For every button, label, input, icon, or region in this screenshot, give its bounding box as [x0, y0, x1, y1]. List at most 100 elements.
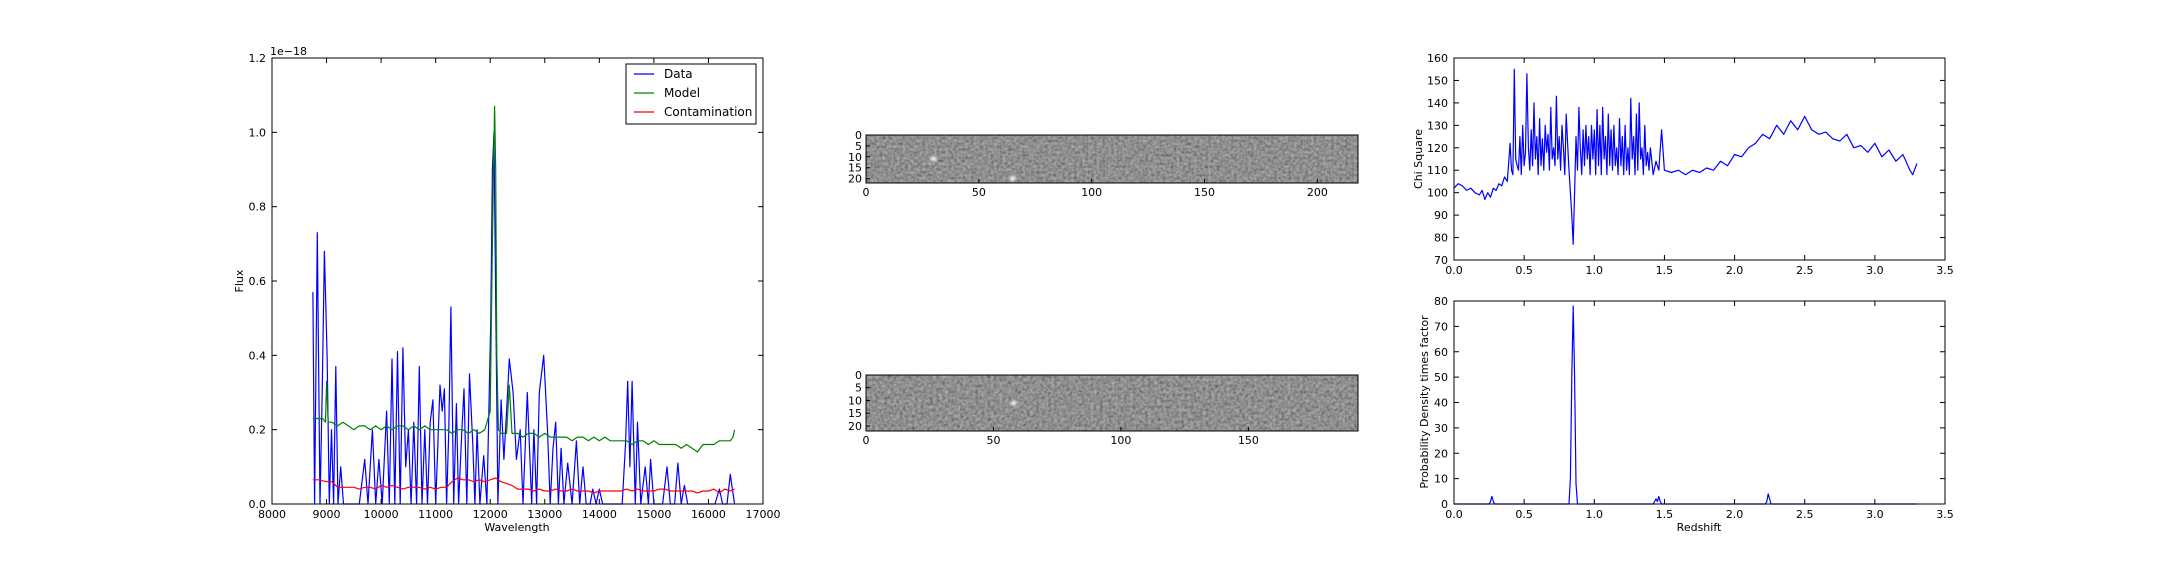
stamp-top-xtick-label: 150 — [1194, 186, 1215, 199]
spectrum-ytick-label: 0.2 — [249, 424, 267, 437]
chisq-ytick-label: 70 — [1434, 254, 1448, 267]
spectrum-xtick-label: 9000 — [313, 508, 341, 521]
pdf-xtick-label: 1.5 — [1656, 508, 1674, 521]
stamp-top-bright-spot — [1007, 174, 1018, 183]
chisq-ylabel: Chi Square — [1412, 129, 1425, 189]
stamp-bottom-xtick-label: 0 — [863, 434, 870, 447]
pdf-xtick-label: 0.0 — [1445, 508, 1463, 521]
stamp-bottom-xtick-label: 100 — [1110, 434, 1131, 447]
spectrum-xtick-label: 16000 — [691, 508, 726, 521]
stamp-top-ytick-label: 20 — [848, 173, 862, 186]
stamp-top-spots — [928, 155, 1018, 183]
stamp-top-ytick-label: 15 — [848, 162, 862, 175]
chisq-xtick-label: 1.0 — [1586, 264, 1604, 277]
pdf-ytick-label: 30 — [1434, 422, 1448, 435]
chisq-ytick-label: 100 — [1427, 187, 1448, 200]
pdf-xtick-label: 3.0 — [1866, 508, 1884, 521]
spectrum-frame — [271, 57, 764, 505]
stamp-bottom-ytick-label: 10 — [848, 394, 862, 407]
stamp-top-xtick-label: 100 — [1081, 186, 1102, 199]
stamp-bottom-image — [866, 375, 1358, 431]
spectrum-data-line — [312, 131, 736, 505]
chisq-ytick-label: 80 — [1434, 232, 1448, 245]
spectrum-ytick-label: 1.2 — [249, 52, 267, 65]
stamp-bottom-frame — [865, 374, 1359, 432]
chisq-axes: 0.0 0.5 1.0 1.5 2.0 2.5 3.0 3.5 70 80 90 100 110 120 1… — [1427, 52, 1954, 277]
stamp-bottom-xtick-label: 150 — [1238, 434, 1259, 447]
stamp-bottom-bright-spot — [1008, 399, 1019, 407]
spectrum-offset-text: 1e−18 — [270, 45, 307, 58]
stamp-top-ytick-label: 5 — [855, 140, 862, 153]
stamp-bottom-ytick-label: 0 — [855, 369, 862, 382]
pdf-series-0-line — [1454, 305, 1917, 505]
spectrum-xtick-label: 8000 — [258, 508, 286, 521]
pdf-ytick-label: 0 — [1441, 498, 1448, 511]
spectrum-xtick-label: 10000 — [364, 508, 399, 521]
chisq-ytick-label: 160 — [1427, 52, 1448, 65]
pdf-panel: 0.0 0.5 1.0 1.5 2.0 2.5 3.0 3.5 0 10 20 30 40 50 60 70 8… — [1418, 295, 1954, 534]
chisq-ytick-label: 90 — [1434, 209, 1448, 222]
chisq-ytick-label: 120 — [1427, 142, 1448, 155]
spectrum-model-line — [312, 105, 736, 453]
spectrum-xlabel: Wavelength — [484, 521, 549, 534]
pdf-xtick-label: 2.5 — [1796, 508, 1814, 521]
spectrum-xtick-label: 12000 — [473, 508, 508, 521]
pdf-xtick-label: 3.5 — [1936, 508, 1954, 521]
pdf-xtick-label: 0.5 — [1515, 508, 1533, 521]
chisq-xtick-label: 3.0 — [1866, 264, 1884, 277]
pdf-xtick-label: 1.0 — [1586, 508, 1604, 521]
legend-contamination-label: Contamination — [664, 105, 752, 119]
spectrum-ylabel: Flux — [233, 269, 246, 292]
spectrum-ytick-label: 0.8 — [249, 201, 267, 214]
chisq-xtick-label: 0.0 — [1445, 264, 1463, 277]
stamp-top-image — [866, 135, 1358, 183]
spectrum-ytick-label: 1.0 — [249, 126, 267, 139]
stamp-top-xtick-label: 200 — [1307, 186, 1328, 199]
spectrum-axes: 8000 9000 10000 11000 12000 13000 14000 15000 16… — [249, 52, 781, 521]
pdf-ytick-label: 70 — [1434, 320, 1448, 333]
chisq-ytick-label: 130 — [1427, 119, 1448, 132]
chisq-xtick-label: 2.0 — [1726, 264, 1744, 277]
chisq-xtick-label: 2.5 — [1796, 264, 1814, 277]
spectrum-xtick-label: 13000 — [527, 508, 562, 521]
pdf-ytick-label: 40 — [1434, 397, 1448, 410]
stamp-bottom-xtick-label: 50 — [986, 434, 1000, 447]
spectrum-ytick-label: 0.0 — [249, 498, 267, 511]
chisq-frame — [1453, 57, 1946, 261]
chisq-xtick-label: 1.5 — [1656, 264, 1674, 277]
stamp-top-bright-spot — [928, 155, 939, 163]
chisq-ytick-label: 140 — [1427, 97, 1448, 110]
chisq-xtick-label: 0.5 — [1515, 264, 1533, 277]
chisq-series — [1453, 68, 1918, 245]
spectrum-xtick-label: 17000 — [746, 508, 781, 521]
pdf-frame — [1453, 300, 1946, 505]
pdf-ylabel: Probability Density times factor — [1418, 315, 1431, 489]
stamp-top-xtick-label: 50 — [972, 186, 986, 199]
spectrum-ytick-label: 0.4 — [249, 349, 267, 362]
chisq-ytick-label: 110 — [1427, 164, 1448, 177]
chisq-ytick-label: 150 — [1427, 74, 1448, 87]
pdf-xtick-label: 2.0 — [1726, 508, 1744, 521]
spectrum-legend: Data Model Contamination — [625, 63, 757, 125]
spectrum-xtick-label: 15000 — [636, 508, 671, 521]
pdf-ytick-label: 60 — [1434, 346, 1448, 359]
pdf-ytick-label: 20 — [1434, 447, 1448, 460]
pdf-ytick-label: 50 — [1434, 371, 1448, 384]
stamp-top-ytick-label: 0 — [855, 129, 862, 142]
stamp-top-frame — [865, 134, 1359, 184]
spectrum-xtick-label: 11000 — [418, 508, 453, 521]
spectrum-contamination-line — [312, 477, 735, 494]
stamp-bottom-ytick-label: 20 — [848, 420, 862, 433]
chisq-series-0-line — [1453, 68, 1918, 245]
chisq-xtick-label: 3.5 — [1936, 264, 1954, 277]
stamp-bottom-ytick-label: 15 — [848, 407, 862, 420]
legend-data-label: Data — [664, 67, 693, 81]
legend-model-label: Model — [664, 86, 700, 100]
stamp-bottom-spots — [1008, 399, 1019, 407]
stamp-top-xtick-label: 0 — [863, 186, 870, 199]
